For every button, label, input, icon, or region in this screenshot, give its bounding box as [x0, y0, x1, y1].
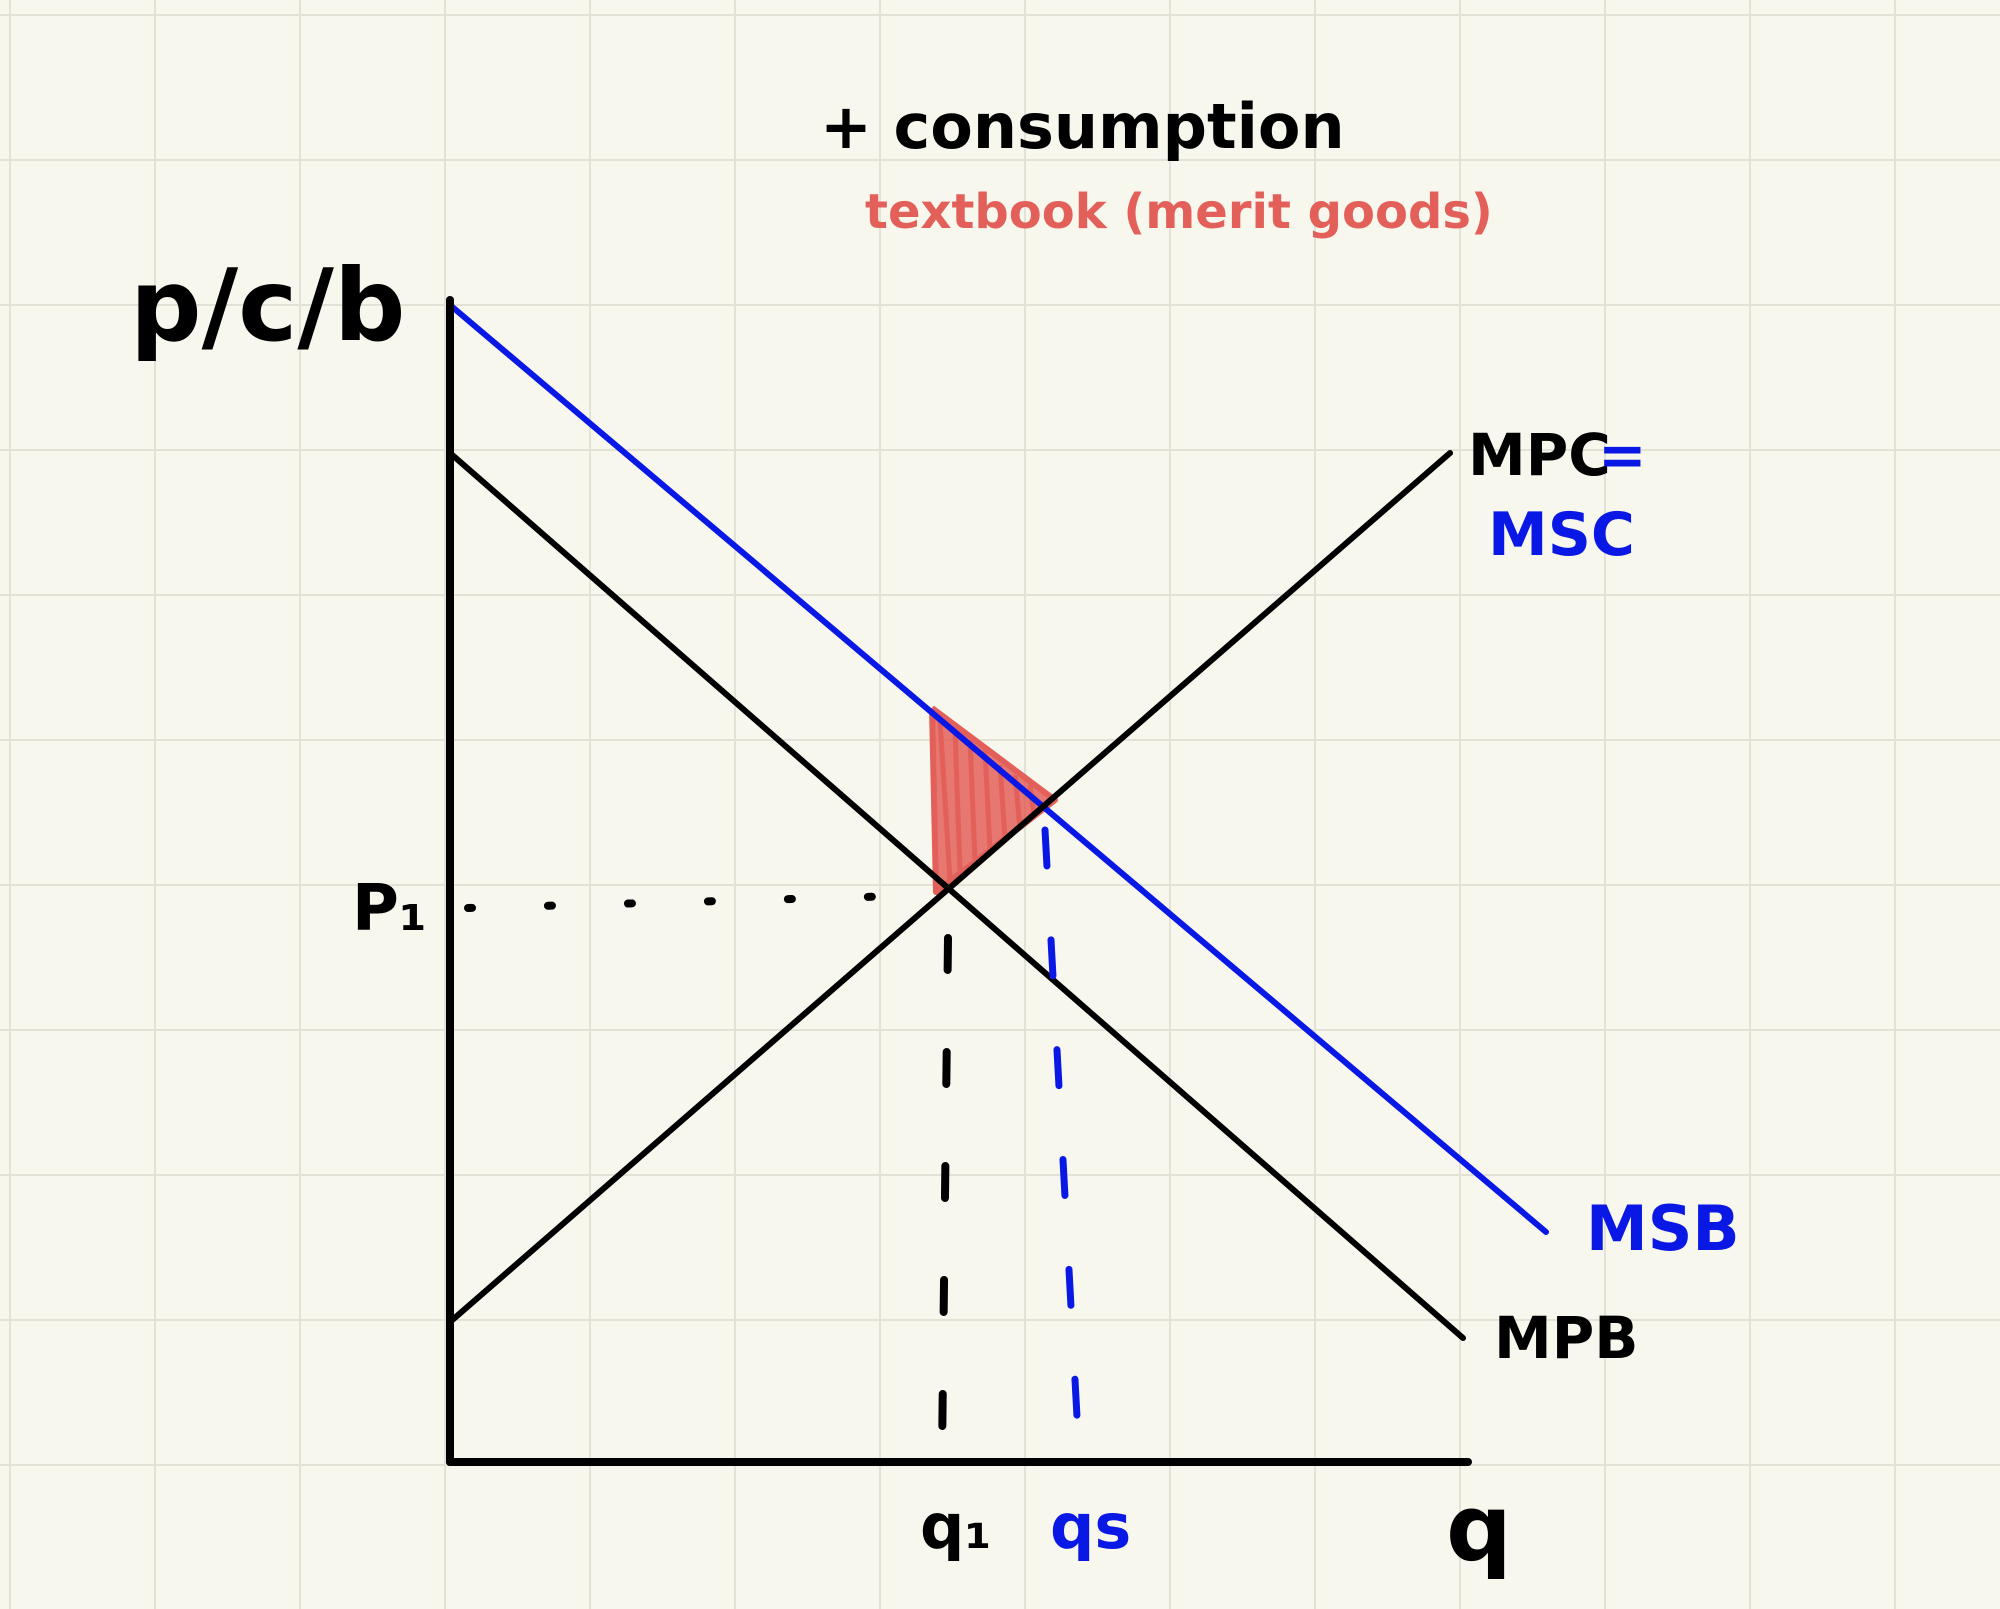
mpb-curve — [447, 450, 1466, 1341]
msc-label: MSC — [1488, 500, 1635, 570]
diagram-title: + consumption — [820, 90, 1345, 163]
mpc-label: MPC — [1468, 421, 1611, 489]
x-axis-label: q — [1446, 1475, 1512, 1582]
qs-label: qs — [1050, 1490, 1131, 1563]
qs-dashed-line — [1041, 826, 1082, 1439]
mpc-msc-curve — [447, 450, 1453, 1325]
msb-label: MSB — [1586, 1192, 1740, 1265]
y-axis-label: p/c/b — [130, 247, 406, 364]
q1-dashed-line — [938, 934, 952, 1459]
price-dotted-line — [464, 891, 939, 912]
mpb-label: MPB — [1494, 1304, 1638, 1372]
q1-label: q₁ — [920, 1490, 992, 1563]
msb-curve — [447, 302, 1549, 1235]
diagram-subtitle: textbook (merit goods) — [865, 184, 1493, 240]
equals-sign: = — [1598, 421, 1647, 489]
price-p1-label: P₁ — [352, 872, 427, 946]
